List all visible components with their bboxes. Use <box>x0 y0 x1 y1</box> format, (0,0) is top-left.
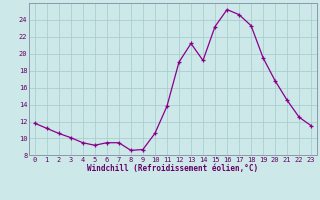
X-axis label: Windchill (Refroidissement éolien,°C): Windchill (Refroidissement éolien,°C) <box>87 164 259 173</box>
